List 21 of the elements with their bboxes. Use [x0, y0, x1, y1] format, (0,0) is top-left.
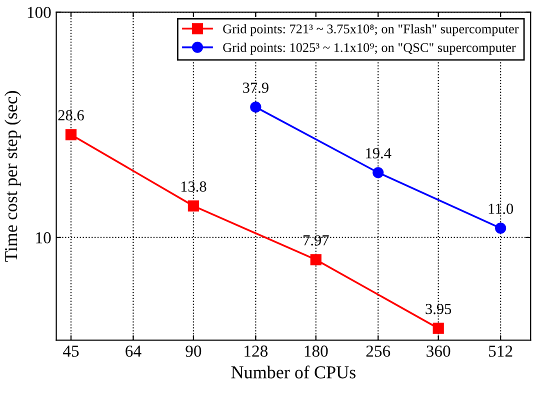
x-tick-label: 256: [366, 346, 390, 357]
y-tick-label: 10: [36, 232, 51, 244]
data-label: 19.4: [366, 148, 392, 158]
x-axis-title: Number of CPUs: [231, 366, 356, 378]
legend-label: Grid points: 1025³ ~ 1.1x10⁹; on "QSC" supercomputer: [223, 42, 516, 55]
x-tick-label: 90: [186, 346, 202, 357]
data-label: 11.0: [488, 204, 514, 214]
data-label: 3.95: [426, 304, 452, 314]
x-tick-label: 512: [489, 346, 512, 357]
x-tick-label: 64: [126, 346, 142, 357]
y-tick-label: 100: [28, 6, 51, 18]
x-tick-label: 180: [304, 346, 328, 357]
x-tick-label: 360: [426, 346, 450, 357]
y-axis-title: Time cost per step (sec): [4, 91, 21, 262]
data-label: 7.97: [304, 235, 329, 246]
legend-label: Grid points: 721³ ~ 3.75x10⁸; on "Flash" supercomputer: [223, 24, 519, 36]
x-tick-label: 45: [63, 346, 79, 357]
data-label: 28.6: [58, 110, 84, 120]
data-label: 37.9: [243, 82, 268, 93]
data-label: 13.8: [181, 181, 206, 192]
x-tick-label: 128: [244, 346, 268, 357]
